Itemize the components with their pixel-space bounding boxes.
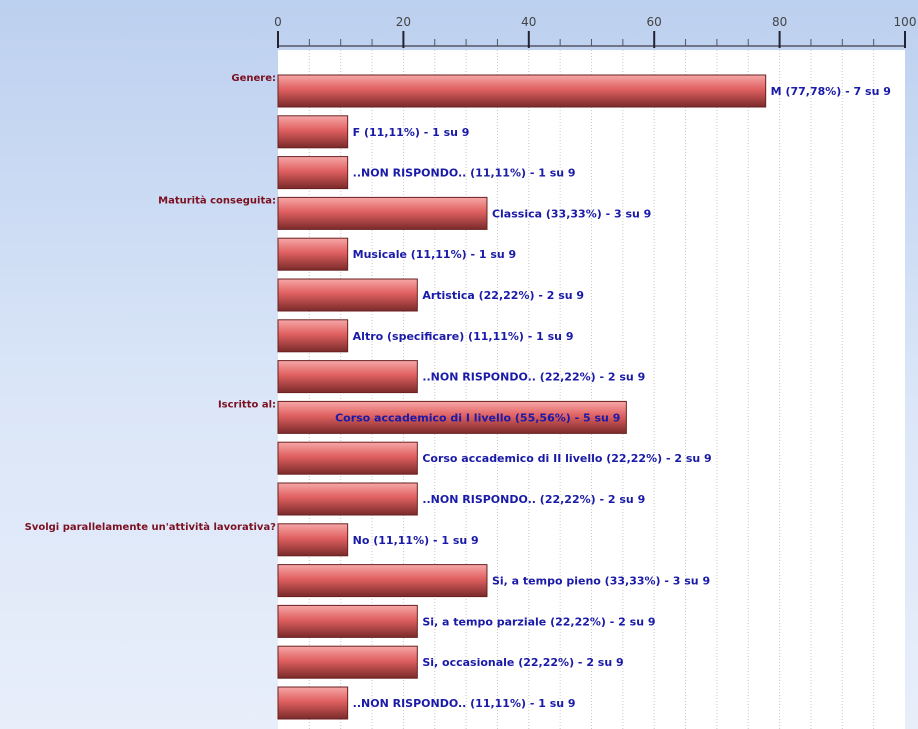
bar bbox=[277, 74, 767, 108]
group-label: Svolgi parallelamente un'attività lavora… bbox=[25, 521, 277, 533]
x-tick-label: 100 bbox=[894, 15, 917, 29]
bar bbox=[277, 523, 349, 557]
x-tick-label: 80 bbox=[772, 15, 787, 29]
bar bbox=[277, 441, 418, 475]
bar bbox=[277, 482, 418, 516]
bar-label: Si, a tempo parziale (22,22%) - 2 su 9 bbox=[422, 615, 655, 628]
group-label: Iscritto al: bbox=[218, 399, 276, 410]
group-label: Genere: bbox=[231, 73, 276, 84]
bar-label: ..NON RISPONDO.. (11,11%) - 1 su 9 bbox=[353, 697, 576, 710]
bar-label: F (11,11%) - 1 su 9 bbox=[353, 126, 470, 139]
x-tick-label: 40 bbox=[521, 15, 536, 29]
bar-label: Corso accademico di I livello (55,56%) -… bbox=[335, 411, 620, 424]
bar bbox=[277, 115, 349, 149]
bar-label: Classica (33,33%) - 3 su 9 bbox=[492, 207, 651, 220]
bar bbox=[277, 686, 349, 720]
bar bbox=[277, 319, 349, 353]
x-axis: 0 20 40 60 80 100 bbox=[274, 15, 916, 48]
bar bbox=[277, 196, 488, 230]
bar-label: Si, a tempo pieno (33,33%) - 3 su 9 bbox=[492, 575, 710, 588]
bar-label: Musicale (11,11%) - 1 su 9 bbox=[353, 248, 517, 261]
bar-label: No (11,11%) - 1 su 9 bbox=[353, 534, 479, 547]
bar bbox=[277, 156, 349, 190]
x-tick-label: 60 bbox=[647, 15, 662, 29]
bar bbox=[277, 604, 418, 638]
bar-label: Altro (specificare) (11,11%) - 1 su 9 bbox=[353, 330, 574, 343]
bar bbox=[277, 400, 627, 434]
bar-label: Corso accademico di II livello (22,22%) … bbox=[422, 452, 711, 465]
x-tick-label: 20 bbox=[396, 15, 411, 29]
bar-label: Artistica (22,22%) - 2 su 9 bbox=[422, 289, 584, 302]
group-label: Maturità conseguita: bbox=[158, 194, 276, 206]
bar-label: ..NON RISPONDO.. (22,22%) - 2 su 9 bbox=[422, 493, 645, 506]
bar-label: M (77,78%) - 7 su 9 bbox=[771, 85, 891, 98]
bar bbox=[277, 564, 488, 598]
bar-label: ..NON RISPONDO.. (11,11%) - 1 su 9 bbox=[353, 167, 576, 180]
bar-label: Si, occasionale (22,22%) - 2 su 9 bbox=[422, 656, 623, 669]
bar-label: ..NON RISPONDO.. (22,22%) - 2 su 9 bbox=[422, 371, 645, 384]
x-tick-label: 0 bbox=[274, 15, 282, 29]
bar bbox=[277, 237, 349, 271]
bars: Genere: M (77,78%) - 7 su 9 F (11,11%) - 1… bbox=[25, 73, 891, 720]
bar bbox=[277, 360, 418, 394]
bar bbox=[277, 645, 418, 679]
bar bbox=[277, 278, 418, 312]
